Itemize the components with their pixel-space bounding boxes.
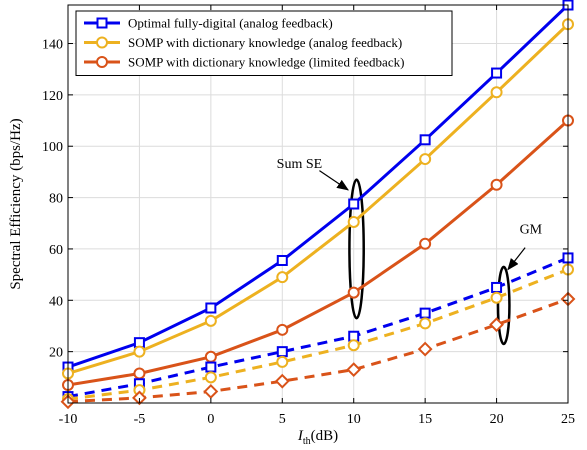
data-point [491,281,503,293]
series-line [67,119,570,387]
data-point [133,345,146,358]
data-point [276,355,289,368]
data-point [347,286,360,299]
annotations: Sum SE GM [277,157,543,271]
data-point [489,317,504,333]
legend-label: SOMP with dictionary knowledge (analog f… [128,35,402,50]
plot-frame [67,4,569,404]
data-point [205,302,217,314]
data-point [491,67,503,79]
data-point [347,215,360,228]
data-point [490,86,503,99]
series-line [67,3,570,369]
x-axis-label: Ith(dB) [297,428,338,447]
legend-marker [96,56,108,68]
legend-marker [96,17,108,29]
data-point [417,341,433,357]
data-point [274,373,290,389]
x-tick-label: 20 [490,412,504,427]
y-tick-label: 100 [42,140,63,155]
x-tick-label: -10 [59,412,78,427]
data-point [276,323,289,336]
data-point [346,362,362,378]
annotation-ellipse [348,178,365,320]
series-line [67,23,570,375]
data-point [419,317,432,330]
series-6 [60,291,576,410]
annotation-label: GM [520,223,543,238]
legend-label: Optimal fully-digital (analog feedback) [128,16,333,31]
data-point [204,350,217,363]
x-tick-label: 25 [561,412,575,427]
y-tick-label: 20 [49,346,63,361]
data-point [132,390,147,406]
legend-marker [96,36,108,49]
y-tick-label: 80 [49,192,63,207]
x-tick-label: 5 [279,412,286,427]
data-point [133,367,146,380]
series-5 [62,263,574,406]
series-line [67,268,569,401]
series-3 [62,114,574,392]
data-point [276,254,288,266]
data-point [419,153,432,166]
y-tick-label: 120 [42,89,63,104]
data-point [276,346,288,358]
data-point [348,198,360,210]
y-tick-label: 140 [42,38,63,53]
series-line [67,256,569,399]
data-point [204,371,217,384]
data-point [205,361,217,373]
legend: Optimal fully-digital (analog feedback) S… [75,10,453,76]
x-axis-label-unit: (dB) [311,428,339,444]
annotation-label: Sum SE [277,157,323,172]
axis-ticks: -10 -5 0 5 10 15 20 25 20 40 60 80 100 120 140 [42,5,575,427]
data-point [276,271,289,284]
series-group [60,0,576,410]
annotation-arrow [507,247,526,271]
annotation-ellipse [496,265,511,346]
data-point [203,384,219,399]
y-tick-label: 40 [49,294,63,309]
data-point [490,291,503,304]
data-point [204,314,217,327]
data-point [490,178,503,191]
x-tick-label: -5 [134,412,146,427]
y-axis-label: Spectral Efficiency (bps/Hz) [8,118,24,289]
x-axis-label-main: I [297,428,304,444]
x-tick-label: 15 [418,412,432,427]
x-tick-label: 10 [347,412,361,427]
data-point [419,134,431,146]
data-point [347,339,360,352]
legend-label: SOMP with dictionary knowledge (limited … [128,55,404,70]
data-point [419,237,432,250]
series-2 [62,18,574,380]
data-point [419,307,431,319]
x-axis-label-sub: th [303,436,311,447]
annotation-arrow [319,170,349,191]
x-tick-label: 0 [207,412,214,427]
y-tick-label: 60 [49,243,63,258]
annotation-ellipses [348,178,511,346]
legend-box [75,10,453,76]
